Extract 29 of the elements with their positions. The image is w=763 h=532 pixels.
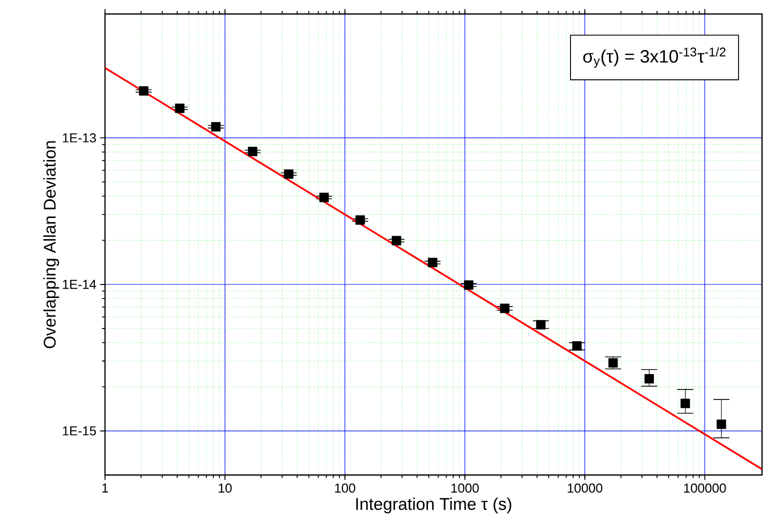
- x-tick-label: 1000: [451, 484, 479, 493]
- point: [138, 86, 148, 96]
- point: [464, 280, 474, 290]
- point: [211, 122, 221, 132]
- point: [319, 192, 329, 202]
- point: [608, 358, 618, 368]
- point: [572, 341, 582, 351]
- point: [716, 420, 726, 429]
- x-tick-label: 10000: [568, 484, 602, 493]
- annotation: σ$_{y}$(τ) = 3x10$^{-13}$τ$^{-1/2}$: [583, 47, 726, 68]
- x-axis-title: Integration Time τ (s): [356, 498, 512, 514]
- point: [644, 374, 654, 384]
- point: [175, 104, 184, 114]
- point: [500, 304, 510, 314]
- y-tick-label: 1E-15: [62, 426, 96, 436]
- point: [428, 258, 438, 268]
- point: [536, 320, 546, 330]
- x-tick-label: 1: [102, 484, 108, 492]
- point: [355, 215, 365, 225]
- y-tick-label: 1E-14: [62, 280, 96, 289]
- point: [680, 398, 690, 408]
- y-tick-label: 1E-13: [62, 133, 96, 142]
- x-tick-label: 10: [218, 484, 232, 493]
- point: [392, 236, 402, 246]
- x-tick-label: 100: [335, 484, 356, 493]
- point: [248, 146, 258, 156]
- point: [284, 169, 294, 179]
- x-tick-label: 100000: [684, 484, 726, 493]
- y-axis-title: Overlapping Allan Deviation: [43, 141, 60, 348]
